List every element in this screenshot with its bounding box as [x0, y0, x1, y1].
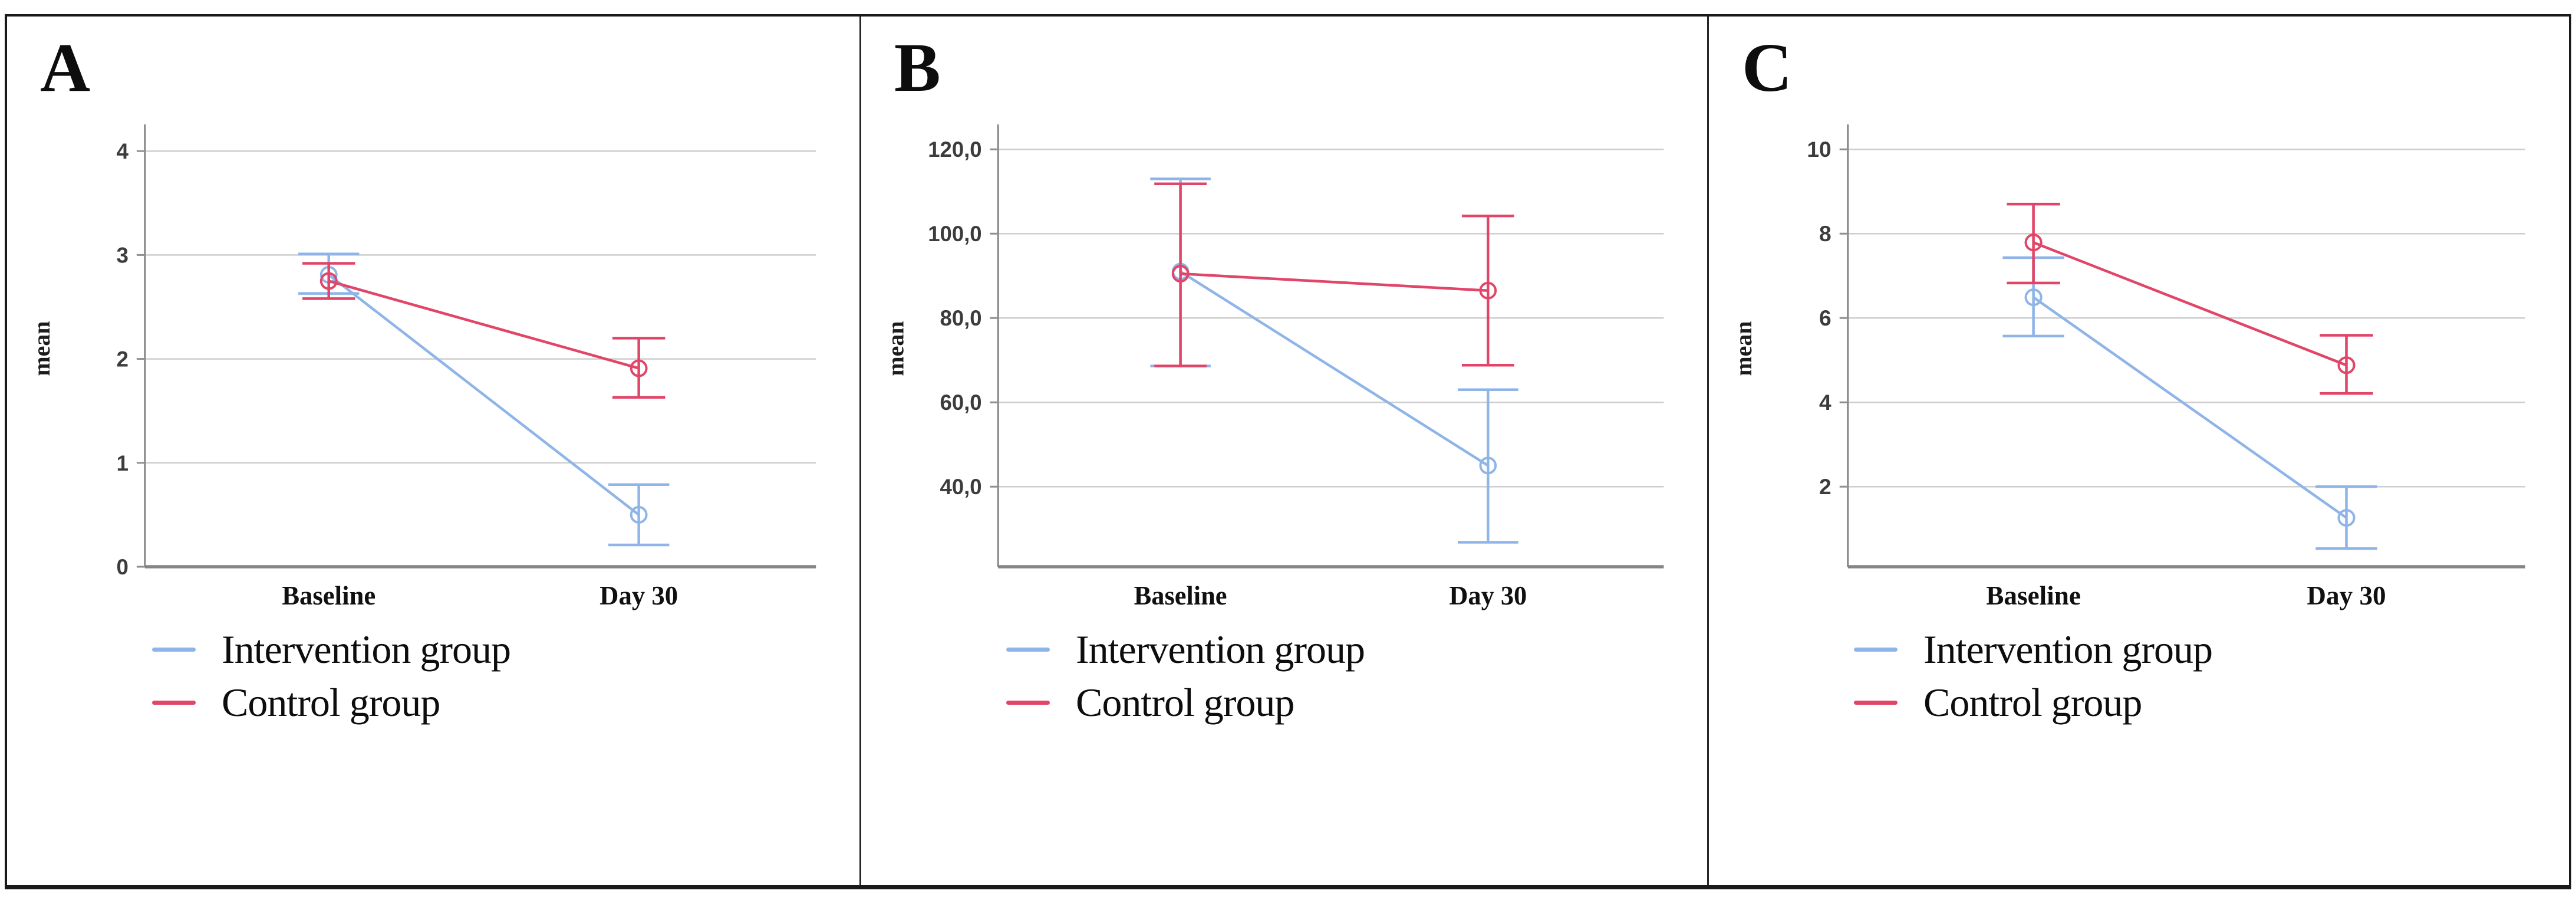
y-tick-label: 1: [117, 451, 129, 475]
panel-c-line-chart: 2 4 6 8 10 Baseline Day 30 mean: [1730, 124, 2525, 610]
data-point: [1479, 456, 1497, 475]
legend-label-intervention: Intervention group: [1923, 626, 2213, 672]
x-category-label: Baseline: [1986, 581, 2081, 610]
series-line: [1180, 270, 1489, 467]
panel-c-label: C: [1742, 29, 1793, 106]
y-tick-label: 120,0: [928, 137, 981, 162]
y-axis-title: mean: [1730, 321, 1757, 376]
y-tick-label: 60,0: [940, 390, 982, 415]
legend-item-control: Control group: [1006, 677, 1365, 728]
data-point: [1479, 281, 1497, 300]
legend-label-intervention: Intervention group: [1076, 626, 1365, 672]
legend-item-intervention: Intervention group: [152, 624, 511, 675]
y-tick-label: 80,0: [940, 306, 982, 330]
panel-b-line-chart: 40,0 60,0 80,0 100,0 120,0 Baseline Day 30 mean: [883, 124, 1664, 610]
legend-item-control: Control group: [152, 677, 510, 728]
y-tick-label: 2: [117, 347, 129, 372]
series-line: [1180, 272, 1488, 292]
panel-c: C 2 4 6 8 10 Baseline Day 30 mean Intervention …: [1709, 17, 2569, 885]
legend-item-intervention: Intervention group: [1006, 624, 1365, 675]
data-point: [2024, 234, 2043, 252]
panel-b-label: B: [894, 29, 941, 106]
data-point: [2337, 356, 2356, 374]
figure-frame: A 0 1 2 3 4 Baseline Day 30 mean Intervention g…: [5, 14, 2571, 889]
panel-a-line-chart: 0 1 2 3 4 Baseline Day 30 mean: [28, 124, 816, 610]
series-line: [2033, 296, 2347, 519]
y-tick-label: 4: [1819, 390, 1831, 415]
panel-a-label: A: [40, 29, 91, 106]
series-line: [2033, 241, 2347, 367]
y-tick-label: 100,0: [928, 222, 981, 246]
y-tick-label: 8: [1819, 221, 1831, 246]
control-line-swatch: [1006, 700, 1050, 705]
x-category-label: Baseline: [1134, 581, 1227, 610]
data-point: [630, 359, 648, 377]
legend-label-control: Control group: [1076, 679, 1294, 725]
panel-c-legend: Intervention group Control group: [1854, 624, 2213, 728]
data-point: [630, 505, 648, 524]
panel-b-legend: Intervention group Control group: [1006, 624, 1365, 728]
panel-a: A 0 1 2 3 4 Baseline Day 30 mean Intervention g…: [7, 17, 861, 885]
panel-a-legend: Intervention group Control group: [152, 624, 511, 728]
x-category-label: Baseline: [282, 581, 375, 610]
legend-label-control: Control group: [222, 679, 440, 725]
y-axis-title: mean: [28, 321, 55, 376]
x-category-label: Day 30: [2307, 581, 2386, 610]
data-point: [2337, 509, 2356, 527]
legend-label-intervention: Intervention group: [222, 626, 511, 672]
intervention-line-swatch: [1854, 647, 1898, 652]
y-tick-label: 10: [1807, 137, 1831, 162]
y-tick-label: 0: [117, 555, 129, 579]
y-axis-title: mean: [883, 321, 909, 376]
panel-b: B 40,0 60,0 80,0 100,0 120,0 Baseline Day 30 me…: [861, 17, 1709, 885]
legend-item-control: Control group: [1854, 677, 2212, 728]
data-point: [319, 272, 338, 290]
legend-item-intervention: Intervention group: [1854, 624, 2213, 675]
x-category-label: Day 30: [1449, 581, 1527, 610]
series-line: [328, 280, 640, 370]
series-line: [328, 274, 640, 516]
y-tick-label: 4: [117, 139, 129, 163]
intervention-line-swatch: [152, 647, 196, 652]
y-tick-label: 40,0: [940, 475, 982, 499]
data-point: [1171, 265, 1190, 283]
y-tick-label: 3: [117, 243, 129, 267]
data-point: [2024, 288, 2043, 307]
control-line-swatch: [1854, 700, 1898, 705]
intervention-line-swatch: [1006, 647, 1050, 652]
y-tick-label: 2: [1819, 474, 1831, 499]
control-line-swatch: [152, 700, 196, 705]
y-tick-label: 6: [1819, 305, 1831, 330]
x-category-label: Day 30: [599, 581, 678, 610]
legend-label-control: Control group: [1923, 679, 2142, 725]
